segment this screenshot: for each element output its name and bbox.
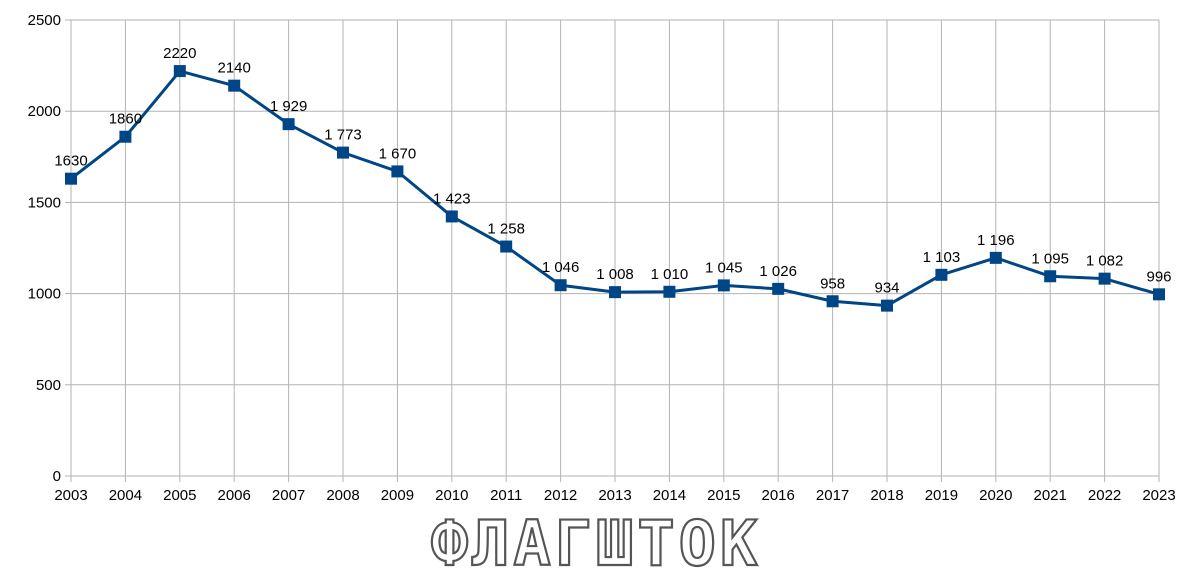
x-tick-label: 2014 <box>653 487 686 504</box>
data-point <box>119 130 132 143</box>
data-label: 1 095 <box>1031 250 1069 267</box>
x-tick-label: 2007 <box>272 487 305 504</box>
data-label: 2140 <box>218 60 251 77</box>
data-point <box>1153 288 1165 301</box>
y-tick-label: 1000 <box>28 286 61 303</box>
data-label: 1 670 <box>379 145 417 162</box>
data-label: 1 103 <box>923 249 961 266</box>
x-tick-label: 2021 <box>1034 487 1067 504</box>
data-label: 1630 <box>54 153 87 170</box>
data-label: 1 423 <box>433 190 471 207</box>
data-label: 1 045 <box>705 259 743 276</box>
data-label: 1 026 <box>759 263 797 280</box>
data-point <box>717 279 730 292</box>
data-point <box>65 172 77 185</box>
axes <box>65 19 1160 482</box>
data-label: 1 010 <box>651 266 689 283</box>
data-point <box>228 79 241 92</box>
y-axis-ticks: 0 500 1000 1500 2000 2500 <box>28 12 61 485</box>
data-point <box>663 285 676 298</box>
data-labels: 1630 1860 2220 2140 1 929 1 773 1 670 1 423 1 25… <box>54 45 1171 297</box>
x-tick-label: 2019 <box>925 487 958 504</box>
data-point <box>826 295 839 308</box>
data-point <box>282 118 295 131</box>
x-tick-label: 2005 <box>163 487 196 504</box>
data-label: 1 929 <box>270 98 308 115</box>
x-tick-label: 2003 <box>54 487 87 504</box>
data-point <box>935 268 948 281</box>
x-tick-label: 2023 <box>1142 487 1175 504</box>
data-markers <box>65 65 1165 312</box>
data-label: 1 196 <box>977 232 1015 249</box>
x-tick-label: 2008 <box>326 487 359 504</box>
x-tick-label: 2013 <box>598 487 631 504</box>
x-tick-label: 2016 <box>762 487 795 504</box>
data-point <box>173 65 186 78</box>
x-tick-label: 2018 <box>870 487 903 504</box>
data-point <box>500 240 513 253</box>
x-tick-label: 2012 <box>544 487 577 504</box>
data-label: 2220 <box>163 45 196 62</box>
x-tick-label: 2009 <box>381 487 414 504</box>
y-tick-label: 0 <box>53 468 61 485</box>
data-label: 1 082 <box>1086 253 1124 270</box>
x-tick-label: 2004 <box>109 487 142 504</box>
data-point <box>337 146 349 159</box>
data-label: 1 046 <box>542 259 580 276</box>
x-tick-label: 2011 <box>490 487 522 504</box>
data-label: 1 258 <box>487 221 525 238</box>
data-label: 958 <box>820 275 845 292</box>
data-point <box>989 251 1002 264</box>
data-point <box>391 165 404 178</box>
y-tick-label: 500 <box>36 377 61 394</box>
x-tick-label: 2015 <box>707 487 740 504</box>
x-tick-label: 2017 <box>816 487 849 504</box>
data-label: 934 <box>874 280 899 297</box>
data-point <box>609 286 621 299</box>
watermark-logo: ФЛАГШТОК <box>431 507 762 580</box>
data-label: 1860 <box>109 111 142 128</box>
y-tick-label: 2000 <box>28 103 61 120</box>
data-point <box>881 299 893 312</box>
x-tick-label: 2006 <box>218 487 251 504</box>
data-label: 996 <box>1146 268 1171 285</box>
data-label: 1 773 <box>324 127 362 144</box>
data-point <box>554 279 567 292</box>
data-point <box>772 282 785 295</box>
x-axis-ticks: 2003 2004 2005 2006 2007 2008 2009 2010 2011 2012… <box>54 487 1175 504</box>
y-tick-label: 2500 <box>28 12 61 29</box>
data-label: 1 008 <box>596 266 634 283</box>
grid-lines <box>70 19 1160 477</box>
data-point <box>445 210 458 223</box>
x-tick-label: 2022 <box>1088 487 1121 504</box>
x-tick-label: 2020 <box>979 487 1012 504</box>
data-point <box>1044 270 1057 283</box>
data-point <box>1098 272 1111 285</box>
y-tick-label: 1500 <box>28 194 61 211</box>
x-tick-label: 2010 <box>435 487 468 504</box>
